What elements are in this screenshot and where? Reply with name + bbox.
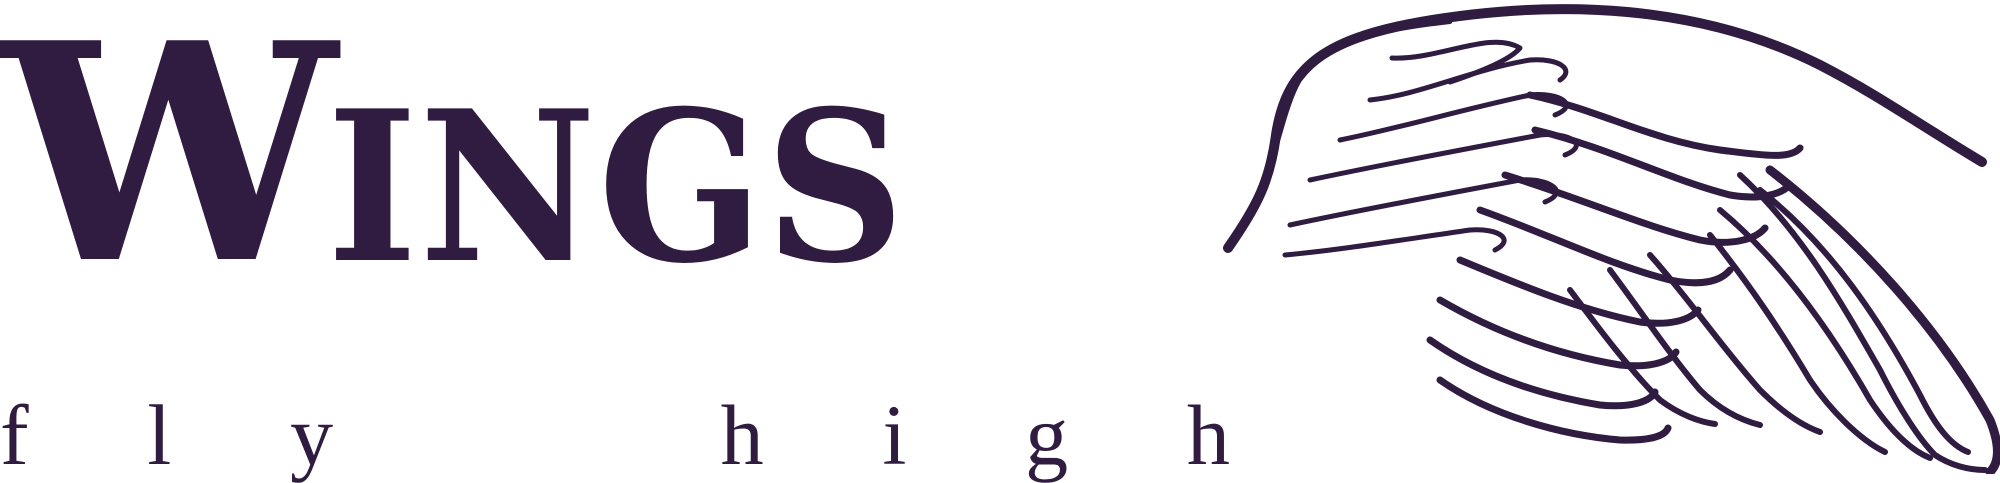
- tagline-letter: y: [290, 387, 334, 483]
- wing-feather: [1607, 267, 1763, 428]
- wing-feather: [1426, 336, 1659, 410]
- wordmark-first-letter: W: [0, 0, 337, 330]
- wing-feather: [1717, 207, 1933, 461]
- wing-feather: [1436, 376, 1672, 444]
- wing-bone-inner: [1737, 172, 1988, 473]
- tagline-letter: h: [720, 387, 764, 483]
- wing-feather: [1476, 206, 1734, 287]
- wing-leading-edge-inner: [1260, 20, 1452, 192]
- tagline-word-gap: [452, 392, 602, 478]
- wing-feather: [1647, 252, 1823, 435]
- wordmark-rest: INGS: [326, 66, 907, 310]
- wing-feather: [1757, 187, 1971, 455]
- wing-feather: [1707, 232, 1888, 455]
- tagline-letter: f: [0, 387, 29, 483]
- tagline-letter: i: [882, 387, 907, 483]
- wing-feather: [1367, 57, 1569, 103]
- wing-feather: [1307, 132, 1579, 183]
- tagline-letter: g: [1025, 387, 1069, 483]
- wing-feather: [1436, 296, 1680, 370]
- wing-feather: [1456, 256, 1702, 327]
- wing-feather: [1526, 91, 1804, 159]
- wing-feather: [1567, 287, 1718, 427]
- wing-feather: [1501, 171, 1769, 246]
- logo-wordmark: W INGS: [0, 4, 950, 304]
- wing-feather: [1531, 126, 1794, 201]
- wing-feather: [1282, 227, 1507, 258]
- logo-tagline: f l y h i g h: [0, 392, 1230, 478]
- wing-icon: [1223, 4, 2000, 474]
- wing-bone: [1765, 165, 2000, 474]
- wing-feather: [1389, 39, 1523, 85]
- tagline-letter: h: [1186, 387, 1230, 483]
- tagline-letter: l: [147, 387, 172, 483]
- wing-feather: [1287, 177, 1559, 228]
